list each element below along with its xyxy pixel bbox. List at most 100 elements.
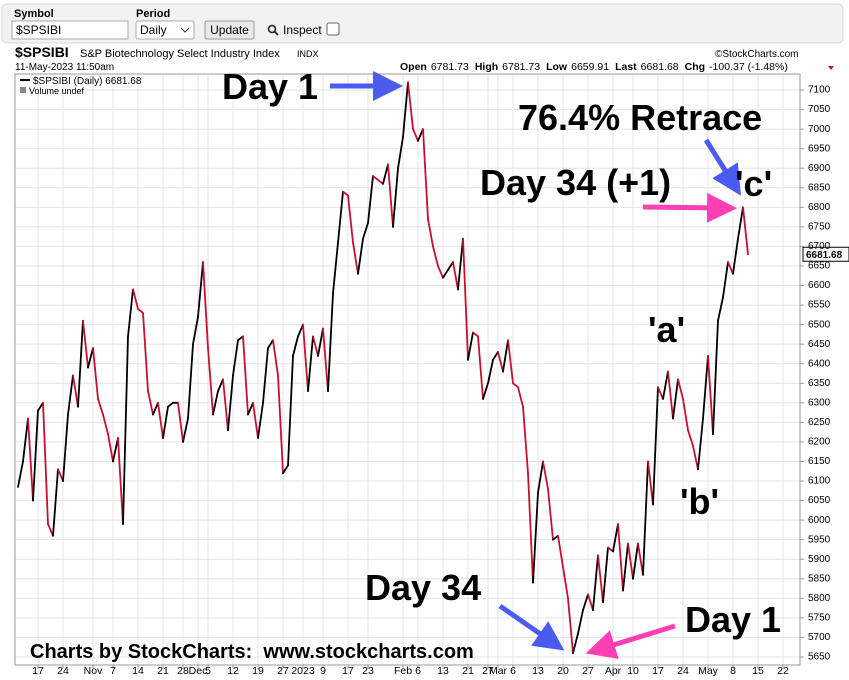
price-segment xyxy=(92,347,99,400)
legend-entry: $SPSIBI (Daily) 6681.68 xyxy=(33,76,142,87)
price-segment xyxy=(352,241,359,275)
quote-label: Last xyxy=(615,61,637,73)
inspect-checkbox[interactable] xyxy=(326,22,340,36)
price-segment xyxy=(387,163,394,228)
price-segment xyxy=(532,491,539,584)
price-segment xyxy=(477,335,484,400)
price-segment xyxy=(467,331,474,361)
price-segment xyxy=(687,429,694,447)
price-segment xyxy=(717,296,724,322)
price-segment xyxy=(142,312,149,393)
x-tick-label: 10 xyxy=(627,665,639,677)
price-segment xyxy=(22,417,29,463)
arrow xyxy=(585,623,676,659)
y-tick-label: 5900 xyxy=(808,554,831,565)
price-segment xyxy=(72,374,79,408)
x-tick-label: 19 xyxy=(252,665,264,677)
x-tick-label: 9 xyxy=(320,665,326,677)
price-segment xyxy=(192,315,199,346)
price-segment xyxy=(382,163,389,185)
y-tick-label: 6950 xyxy=(808,143,831,154)
price-segment xyxy=(57,468,64,482)
y-tick-label: 6250 xyxy=(808,417,831,428)
price-segment xyxy=(667,370,674,420)
exchange: INDX xyxy=(297,49,319,59)
y-tick-label: 5950 xyxy=(808,534,831,545)
price-segment xyxy=(452,261,459,291)
price-segment xyxy=(737,206,744,240)
x-tick-label: 27 xyxy=(277,665,289,677)
price-segment xyxy=(457,237,464,291)
price-segment xyxy=(622,542,629,592)
price-segment xyxy=(82,319,89,369)
period-value[interactable]: Daily xyxy=(140,23,167,37)
price-segment xyxy=(337,190,344,244)
arrow xyxy=(642,192,737,223)
x-tick-label: 7 xyxy=(110,665,116,677)
price-segment xyxy=(517,386,524,408)
price-segment xyxy=(732,237,739,275)
price-segment xyxy=(332,241,339,295)
change-down-icon xyxy=(828,66,834,70)
price-segment xyxy=(547,487,554,541)
search-icon-handle xyxy=(273,30,279,36)
price-segment xyxy=(377,179,384,185)
x-tick-label: 24 xyxy=(677,665,689,677)
price-segment xyxy=(297,323,304,338)
update-label[interactable]: Update xyxy=(210,23,249,37)
price-segment xyxy=(232,339,239,377)
price-segment xyxy=(202,261,209,349)
x-tick-label: 5 xyxy=(205,665,211,677)
quote-label: High xyxy=(475,61,498,73)
price-segment xyxy=(707,355,714,436)
price-segment xyxy=(97,398,104,416)
price-segment xyxy=(342,190,349,197)
price-segment xyxy=(107,433,114,463)
search-icon xyxy=(267,24,277,34)
y-tick-label: 6100 xyxy=(808,476,831,487)
price-segment xyxy=(272,339,279,377)
y-tick-label: 6400 xyxy=(808,358,831,369)
price-segment xyxy=(442,268,449,279)
price-segment xyxy=(122,335,129,525)
x-tick-label: 17 xyxy=(32,665,44,677)
price-segment xyxy=(87,347,94,369)
x-tick-label: 22 xyxy=(777,665,789,677)
price-segment xyxy=(247,401,254,416)
chart-subtitle: S&P Biotechnology Select Industry Index xyxy=(80,48,280,60)
price-segment xyxy=(182,417,189,443)
y-tick-label: 6050 xyxy=(808,495,831,506)
x-tick-label: 21 xyxy=(157,665,169,677)
price-segment xyxy=(492,351,499,361)
last-price-label: 6681.68 xyxy=(806,250,843,261)
symbol-input[interactable] xyxy=(11,20,129,40)
price-segment xyxy=(262,347,269,404)
y-tick-label: 6650 xyxy=(808,261,831,272)
price-segment xyxy=(372,175,379,181)
symbol-value[interactable]: $SPSIBI xyxy=(16,23,61,37)
price-segment xyxy=(447,261,454,271)
price-segment xyxy=(432,245,439,267)
price-segment xyxy=(527,472,534,584)
price-segment xyxy=(582,593,589,611)
update-button[interactable] xyxy=(204,20,255,40)
price-segment xyxy=(302,323,309,393)
price-segment xyxy=(282,464,289,475)
x-tick-label: 17 xyxy=(342,665,354,677)
price-segment xyxy=(117,437,124,525)
period-select[interactable] xyxy=(135,20,195,40)
annotation: 'c' xyxy=(735,163,772,204)
price-segment xyxy=(647,460,654,506)
price-segment xyxy=(652,386,659,506)
price-segment xyxy=(612,523,619,553)
x-tick-label: 12 xyxy=(227,665,239,677)
x-tick-label: 14 xyxy=(132,665,144,677)
price-segment xyxy=(567,597,574,654)
arrow xyxy=(703,138,741,196)
price-segment xyxy=(187,343,194,420)
x-tick-label: 27 xyxy=(582,665,594,677)
price-segment xyxy=(137,308,144,314)
quote-value: 6781.73 xyxy=(431,61,469,73)
quote-label: Open xyxy=(400,61,427,73)
